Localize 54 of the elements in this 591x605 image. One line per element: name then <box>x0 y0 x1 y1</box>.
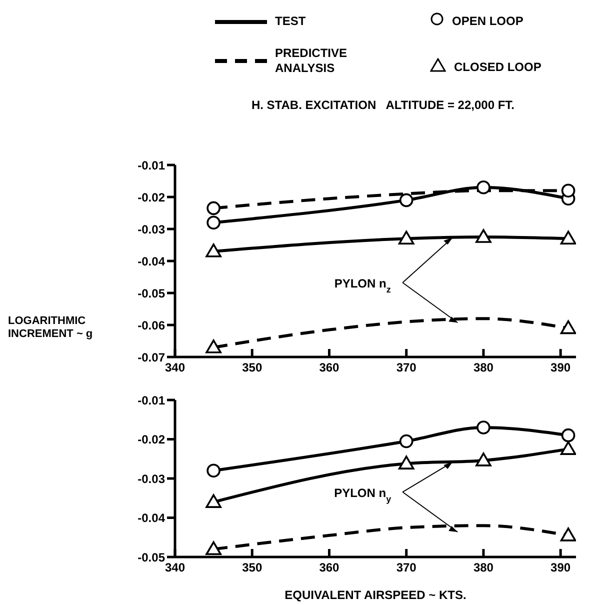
text: PREDICTIVE ANALYSIS <box>275 46 348 76</box>
y-tick-label: -0.05 <box>138 286 166 300</box>
text: CLOSED LOOP <box>454 60 542 75</box>
x-tick-label: 360 <box>319 560 340 575</box>
y-axis-title: LOGARITHMIC INCREMENT ~ g <box>8 315 94 341</box>
point <box>399 193 414 208</box>
text: TEST <box>275 14 306 28</box>
y-tick-label: -0.01 <box>138 393 166 408</box>
point <box>561 428 576 442</box>
point <box>476 452 492 466</box>
y-tick-label: -0.03 <box>138 222 166 236</box>
x-tick-label: 370 <box>396 360 417 375</box>
y-tick-label: -0.01 <box>138 158 166 172</box>
point <box>399 434 414 448</box>
point <box>206 494 222 508</box>
point <box>560 230 576 244</box>
chart-title: H. STAB. EXCITATION ALTITUDE = 22,000 FT. <box>250 98 516 112</box>
y-tick-label: -0.03 <box>138 472 166 486</box>
x-tick-label: 340 <box>164 360 186 375</box>
y-tick-label: -0.04 <box>138 254 166 268</box>
x-tick-label: 350 <box>242 360 262 375</box>
point <box>206 201 220 216</box>
x-tick-label: 390 <box>550 360 571 375</box>
point <box>560 441 576 455</box>
point <box>476 229 492 243</box>
y-tick-label: -0.07 <box>138 350 166 364</box>
x-tick-label: 350 <box>242 560 262 575</box>
point <box>398 456 414 470</box>
y-tick-label: -0.02 <box>138 432 166 447</box>
point <box>476 420 490 434</box>
x-tick-label: 380 <box>473 560 494 575</box>
annotation: PYLON n$_{z}$ <box>334 276 392 295</box>
point <box>560 528 576 542</box>
point <box>560 320 576 334</box>
point <box>398 230 414 244</box>
point <box>206 340 222 354</box>
y-tick-label: -0.02 <box>138 190 166 204</box>
y-tick-label: -0.05 <box>138 550 166 564</box>
point <box>206 244 222 258</box>
text: OPEN LOOP <box>452 14 524 29</box>
x-tick-label: 380 <box>473 360 494 375</box>
x-tick-label: 390 <box>550 560 571 575</box>
point <box>476 180 490 194</box>
point <box>206 541 222 556</box>
y-tick-label: -0.06 <box>138 318 166 332</box>
x-axis-title: EQUIVALENT AIRSPEED ~ KTS. <box>284 588 468 602</box>
point <box>561 184 576 198</box>
x-tick-label: 360 <box>319 360 340 375</box>
annotation: PYLON n$_{y}$ <box>334 486 392 504</box>
x-tick-label: 370 <box>396 560 417 575</box>
point <box>206 464 220 478</box>
x-tick-label: 340 <box>164 560 186 575</box>
y-tick-label: -0.04 <box>138 511 166 526</box>
point <box>206 216 220 230</box>
